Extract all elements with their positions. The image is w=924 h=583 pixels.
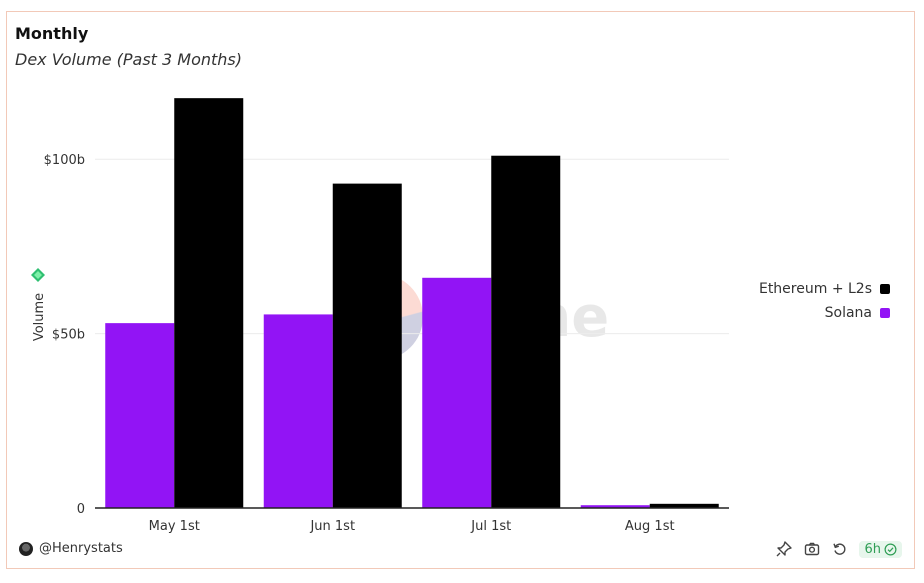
bar-solana-1 [263,314,333,508]
y-tick-label-2: $100b [44,153,85,168]
bar-solana-0 [105,323,175,508]
bar-solana-2 [422,277,492,508]
bar-ethereum-l2s-2 [491,155,561,508]
x-tick-label-0: May 1st [149,519,200,534]
legend-label-ethereum: Ethereum + L2s [758,281,872,297]
chain-logo-icon [31,268,45,282]
legend-item-ethereum[interactable]: Ethereum + L2s [759,277,890,301]
bar-chart: 0 $50b $100b Volume May 1st Jun 1st Jul 1st Aug… [32,98,729,534]
avatar [19,541,33,556]
chart-card: Monthly Dex Volume (Past 3 Months) Dune … [6,11,915,569]
chart-legend: Ethereum + L2s Solana [759,277,890,325]
legend-swatch-solana [880,308,890,318]
y-axis-label: Volume [32,293,47,341]
y-tick-label-1: $50b [52,328,85,343]
author-link[interactable]: @Henrystats [19,541,123,556]
bar-ethereum-l2s-0 [174,98,244,508]
bar-ethereum-l2s-3 [649,503,719,508]
refresh-icon[interactable] [831,540,849,558]
x-tick-label-3: Aug 1st [625,519,675,534]
pin-icon[interactable] [775,540,793,558]
author-name: @Henrystats [39,541,123,556]
check-circle-icon [884,543,897,555]
legend-item-solana[interactable]: Solana [759,301,890,325]
chart-title: Monthly [15,24,89,43]
bar-solana-3 [580,505,650,508]
freshness-badge[interactable]: 6h [859,540,902,558]
legend-label-solana: Solana [824,305,872,321]
x-tick-label-1: Jun 1st [309,519,355,534]
bar-ethereum-l2s-1 [332,183,402,508]
y-tick-label-0: 0 [77,502,85,517]
x-tick-label-2: Jul 1st [470,519,511,534]
chart-subtitle: Dex Volume (Past 3 Months) [15,50,242,69]
freshness-label: 6h [864,541,881,557]
camera-icon[interactable] [803,540,821,558]
legend-swatch-ethereum [880,284,890,294]
chart-toolbar: 6h [775,540,902,558]
